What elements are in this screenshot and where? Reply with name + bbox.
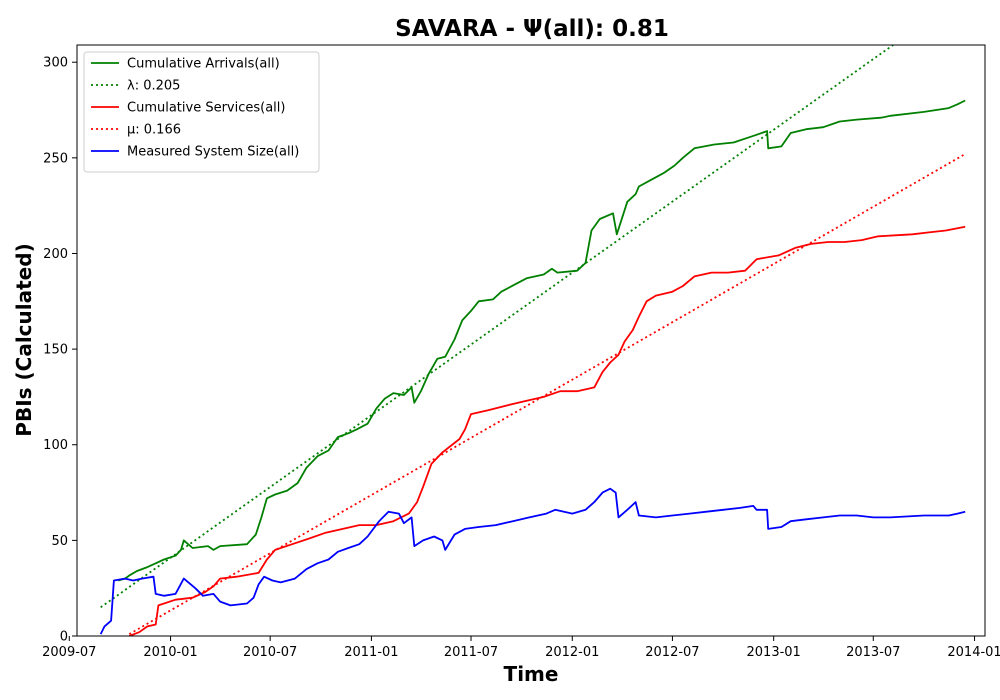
legend-box — [83, 51, 320, 173]
x-axis: 2009-07 2010-01 2010-07 2011-01 2011-07 2012-… — [42, 636, 1000, 660]
plot-area — [99, 45, 966, 636]
legend-label: Cumulative Arrivals(all) — [127, 57, 280, 72]
y-tick-label: 150 — [43, 343, 68, 358]
y-tick-label: 250 — [43, 151, 68, 166]
series-line-5 — [99, 487, 966, 635]
series-line-1 — [118, 99, 966, 582]
x-axis-title: Time — [504, 662, 559, 686]
x-tick-label: 2010-01 — [143, 645, 197, 660]
y-axis-title: PBIs (Calculated) — [12, 243, 36, 436]
y-tick-label: 0 — [60, 630, 68, 645]
x-tick-label: 2012-07 — [645, 645, 699, 660]
legend-label: λ: 0.205 — [127, 79, 180, 94]
x-tick-label: 2012-01 — [545, 645, 599, 660]
plot-frame — [76, 44, 986, 637]
legend-label: Measured System Size(all) — [127, 145, 299, 160]
y-tick-label: 100 — [43, 438, 68, 453]
y-tick-label: 50 — [51, 534, 68, 549]
legend-label: μ: 0.166 — [127, 123, 181, 138]
series-line-3 — [128, 225, 966, 636]
series-line-4 — [128, 153, 966, 635]
legend: Cumulative Arrivals(all) λ: 0.205 Cumulati… — [83, 51, 320, 173]
x-tick-label: 2014-01 — [947, 645, 1000, 660]
x-tick-label: 2013-01 — [747, 645, 801, 660]
y-tick-label: 300 — [43, 56, 68, 71]
chart-title: SAVARA - Ψ(all): 0.81 — [395, 16, 669, 42]
series-line-2 — [100, 45, 894, 609]
x-tick-label: 2011-07 — [444, 645, 498, 660]
y-tick-label: 200 — [43, 247, 68, 262]
x-tick-label: 2009-07 — [42, 645, 96, 660]
x-tick-label: 2013-07 — [846, 645, 900, 660]
x-tick-label: 2011-01 — [344, 645, 398, 660]
x-tick-label: 2010-07 — [243, 645, 297, 660]
legend-label: Cumulative Services(all) — [127, 101, 285, 116]
y-axis: 0 50 100 150 200 250 300 — [43, 56, 77, 645]
